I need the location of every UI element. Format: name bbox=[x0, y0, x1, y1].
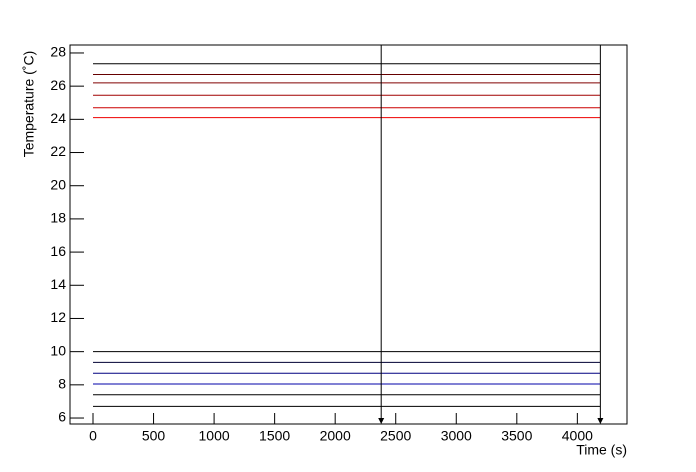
x-tick-label: 0 bbox=[89, 428, 97, 444]
x-tick-label: 3500 bbox=[501, 428, 532, 444]
y-tick-label: 26 bbox=[50, 77, 66, 93]
x-tick-label: 2500 bbox=[380, 428, 411, 444]
y-tick-label: 6 bbox=[58, 409, 66, 425]
x-tick-label: 3000 bbox=[441, 428, 472, 444]
x-tick-label: 1500 bbox=[259, 428, 290, 444]
x-axis-label: Time (s) bbox=[576, 442, 627, 458]
y-tick-label: 22 bbox=[50, 143, 66, 159]
y-tick-label: 28 bbox=[50, 44, 66, 60]
x-tick-label: 4000 bbox=[562, 428, 593, 444]
y-tick-label: 20 bbox=[50, 176, 66, 192]
marker-arrow bbox=[378, 418, 385, 424]
marker-arrow bbox=[597, 418, 604, 424]
y-tick-label: 24 bbox=[50, 110, 66, 126]
y-tick-label: 10 bbox=[50, 342, 66, 358]
x-tick-label: 1000 bbox=[199, 428, 230, 444]
y-tick-label: 12 bbox=[50, 309, 66, 325]
plot-frame bbox=[69, 44, 628, 425]
y-tick-label: 14 bbox=[50, 276, 66, 292]
x-tick-label: 2000 bbox=[320, 428, 351, 444]
y-tick-label: 18 bbox=[50, 210, 66, 226]
y-tick-label: 16 bbox=[50, 243, 66, 259]
x-tick-label: 500 bbox=[142, 428, 166, 444]
y-tick-label: 8 bbox=[58, 376, 66, 392]
y-axis-label: Temperature (˚C) bbox=[21, 51, 37, 158]
